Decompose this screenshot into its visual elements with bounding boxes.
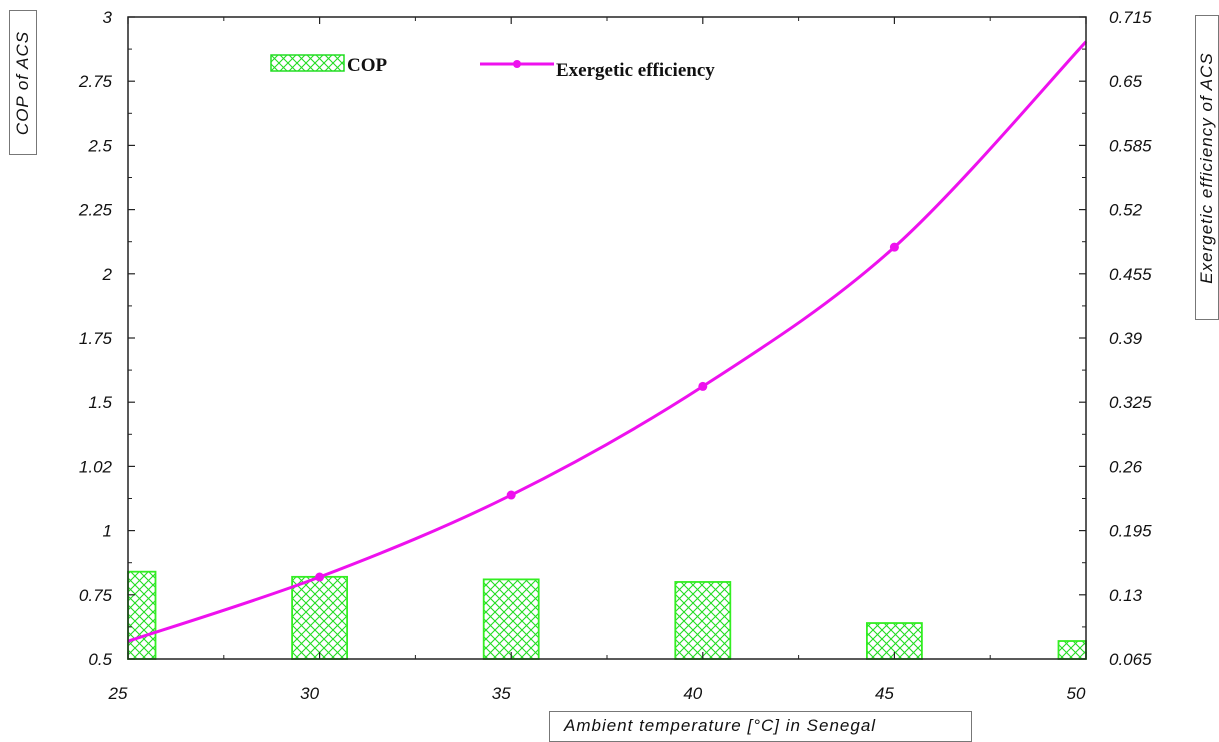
legend-line-marker [513,60,521,68]
exergetic-efficiency-point [315,572,325,582]
y-axis-right-label: Exergetic efficiency of ACS [1195,15,1219,320]
cop-bar [1057,640,1087,660]
cop-bar [482,578,540,660]
y-left-tick-label: 3 [103,8,113,27]
cop-bars [127,570,1087,660]
cop-bar [127,570,157,660]
y-right-tick-label: 0.715 [1109,8,1152,27]
y-right-tick-label: 0.065 [1109,650,1152,669]
x-tick-label: 35 [492,684,511,703]
y-left-tick-label: 2.75 [78,72,113,91]
y-right-tick-label: 0.39 [1109,329,1143,348]
plot-frame [127,16,1087,660]
exergetic-efficiency-curve [127,40,1088,643]
legend-cop-label: COP [347,55,388,76]
y-right-tick-label: 0.195 [1109,522,1152,541]
exergetic-efficiency-point [506,490,516,500]
legend-exergetic-label: Exergetic efficiency [556,60,715,81]
axis-ticks: 0.5 0.75 1 1.02 1.5 1.75 2 2.25 2.5 2.75 3 0.065 0.1… [78,8,1152,703]
y-left-tick-label: 1.02 [79,457,113,476]
x-tick-label: 25 [108,684,128,703]
y-right-tick-label: 0.585 [1109,136,1152,155]
y-left-tick-label: 1.75 [79,329,113,348]
cop-bar [674,581,732,660]
y-axis-left-label: COP of ACS [9,10,37,155]
exergetic-efficiency-point [889,242,899,252]
y-left-tick-label: 0.75 [79,586,113,605]
y-right-tick-label: 0.13 [1109,586,1143,605]
y-left-tick-label: 0.5 [88,650,112,669]
y-left-tick-label: 2.5 [87,136,112,155]
y-left-tick-label: 2 [102,265,113,284]
y-right-tick-label: 0.52 [1109,201,1143,220]
x-tick-label: 30 [300,684,319,703]
y-right-tick-label: 0.325 [1109,393,1152,412]
y-left-tick-label: 2.25 [78,201,113,220]
y-left-tick-label: 1.5 [88,393,112,412]
legend-cop-swatch [270,54,345,72]
exergetic-efficiency-point [698,381,708,391]
y-right-tick-label: 0.26 [1109,457,1143,476]
y-right-tick-label: 0.65 [1109,72,1143,91]
legend: COP Exergetic efficiency [270,54,715,81]
x-tick-label: 40 [683,684,702,703]
exergetic-efficiency-line [127,40,1088,643]
x-axis-label: Ambient temperature [°C] in Senegal [549,711,972,742]
x-tick-label: 50 [1067,684,1086,703]
x-tick-label: 45 [875,684,894,703]
cop-bar [291,575,349,660]
y-left-tick-label: 1 [103,522,112,541]
y-right-tick-label: 0.455 [1109,265,1152,284]
